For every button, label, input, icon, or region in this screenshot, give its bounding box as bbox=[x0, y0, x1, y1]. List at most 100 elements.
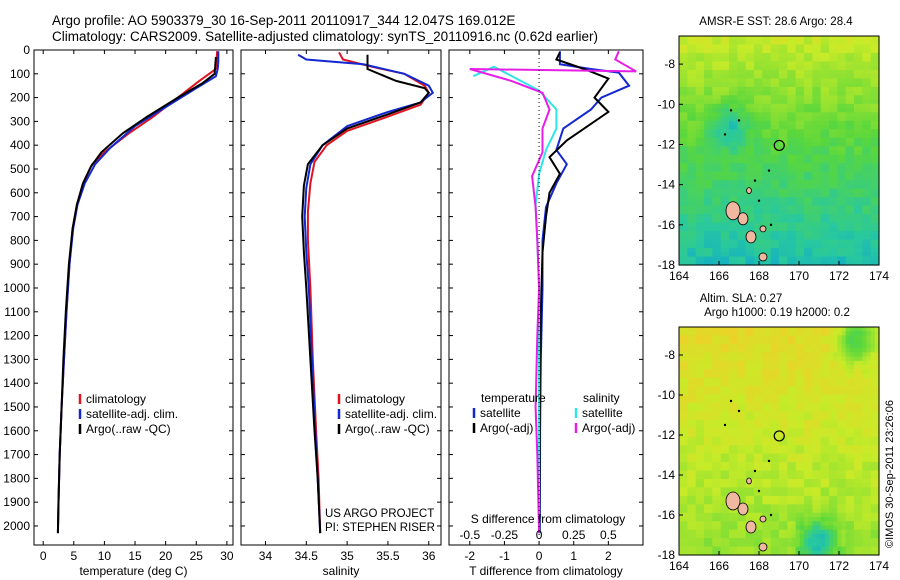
temperature-ytick-label: 1600 bbox=[3, 424, 30, 438]
sst_map-cells bbox=[679, 36, 880, 266]
temperature-xtick-label: 30 bbox=[220, 549, 234, 563]
temperature-ytick-label: 1700 bbox=[3, 448, 30, 462]
temperature-ytick-label: 800 bbox=[10, 233, 30, 247]
temperature-ytick-label: 100 bbox=[10, 67, 30, 81]
sst_map-frame bbox=[678, 35, 880, 266]
differences-s-tick-label: 0 bbox=[536, 528, 543, 542]
sla_map-islet-5 bbox=[769, 513, 773, 517]
sla_map-islet-0 bbox=[729, 399, 733, 403]
temperature-xtick-label: 0 bbox=[40, 549, 47, 563]
salinity-series-0 bbox=[306, 51, 430, 534]
sla_map-xtick-label: 174 bbox=[869, 559, 889, 573]
sla_map-ytick-label: -8 bbox=[664, 348, 675, 362]
sla_map-argo-marker bbox=[773, 430, 785, 442]
sla_map-frame bbox=[678, 326, 880, 556]
sla_map-islet-2 bbox=[723, 423, 727, 427]
temperature-xtick-label: 10 bbox=[98, 549, 112, 563]
sst_map-ytick-label: -18 bbox=[658, 258, 676, 272]
sla_map-island-3 bbox=[758, 542, 768, 552]
legend-s-title: salinity bbox=[583, 391, 620, 405]
temperature-xtick-label: 5 bbox=[70, 549, 77, 563]
sst_map-ytick-label: -14 bbox=[658, 178, 676, 192]
salinity-series-2 bbox=[301, 54, 431, 534]
sla_map-island-0 bbox=[725, 491, 741, 511]
credit-text: ©IMOS 30-Sep-2011 23:26:06 bbox=[884, 400, 896, 548]
difference-legend-s-label-0: satellite bbox=[582, 406, 623, 420]
temperature-xtick-label: 25 bbox=[190, 549, 204, 563]
figure-title: Argo profile: AO 5903379_30 16-Sep-2011 … bbox=[52, 13, 516, 28]
difference-legend-t-label-0: satellite bbox=[480, 406, 521, 420]
sst_map-islet-1 bbox=[737, 119, 741, 122]
sst_map-islet-5 bbox=[769, 223, 773, 227]
differences-series-2 bbox=[472, 65, 558, 534]
legend-t-title: temperature bbox=[481, 391, 546, 405]
temperature-ytick-label: 0 bbox=[23, 43, 30, 57]
difference-legend-s-label-1: Argo(-adj) bbox=[582, 421, 635, 435]
sst_map-xtick-label: 172 bbox=[829, 269, 849, 283]
salinity-legend-label-1: satellite-adj. clim. bbox=[345, 407, 437, 421]
differences-series-0 bbox=[538, 51, 631, 534]
sst_map-island-4 bbox=[746, 187, 752, 195]
differences-s-tick-label: 0.25 bbox=[562, 528, 586, 542]
sla_map-islet-1 bbox=[737, 409, 741, 413]
project-pi: PI: STEPHEN RISER bbox=[325, 522, 435, 534]
sst_map-islet-6 bbox=[767, 169, 771, 172]
salinity-xtick-label: 34 bbox=[259, 549, 273, 563]
temperature-xtick-label: 20 bbox=[159, 549, 173, 563]
sla_map-islet-4 bbox=[757, 489, 761, 493]
sla_map-island-2 bbox=[745, 520, 757, 534]
sla_map-islet-6 bbox=[767, 459, 771, 463]
temperature-ytick-label: 300 bbox=[10, 114, 30, 128]
sla_map-xtick-label: 168 bbox=[749, 559, 769, 573]
differences-xtick-label: 1 bbox=[570, 549, 577, 563]
temperature-panel: 0 5 10 15 20 25 30 temperature (deg C) 0 100 200 30… bbox=[3, 43, 234, 578]
sst_map-islet-2 bbox=[723, 133, 727, 136]
temperature-ytick-label: 400 bbox=[10, 138, 30, 152]
temperature-ytick-label: 500 bbox=[10, 162, 30, 176]
sla_map-xtick-label: 172 bbox=[829, 559, 849, 573]
sst-map-panel: 164 166 168 170 172 174 -8 -10 -12 -14 -16 -18 AMSR-… bbox=[658, 16, 890, 283]
salinity-panel: 34 34.5 35 35.5 36 salinity climatologysatelli… bbox=[240, 49, 442, 578]
temperature-xtick-label: 15 bbox=[128, 549, 142, 563]
temperature-ytick-label: 1900 bbox=[3, 495, 30, 509]
sla_map-island-1 bbox=[737, 502, 749, 516]
differences-frame bbox=[448, 49, 644, 546]
sst_map-xtick-label: 166 bbox=[709, 269, 729, 283]
salinity-xtick-label: 36 bbox=[422, 549, 436, 563]
sst_map-ytick-label: -10 bbox=[658, 97, 676, 111]
differences-s-tick-label: -0.5 bbox=[459, 528, 480, 542]
differences-xlabel-top: S difference from climatology bbox=[471, 512, 626, 526]
sla_map-ytick-label: -10 bbox=[658, 388, 676, 402]
differences-xtick-label: -1 bbox=[499, 549, 510, 563]
differences-xtick-label: 0 bbox=[536, 549, 543, 563]
salinity-xtick-label: 34.5 bbox=[295, 549, 319, 563]
temperature-ytick-label: 1500 bbox=[3, 400, 30, 414]
sla_map-ytick-label: -12 bbox=[658, 428, 676, 442]
sst_map-ytick-label: -16 bbox=[658, 218, 676, 232]
temperature-legend-label-1: satellite-adj. clim. bbox=[86, 407, 178, 421]
sst_map-ytick-label: -8 bbox=[664, 57, 675, 71]
sst_map-island-1 bbox=[737, 212, 749, 226]
salinity-xtick-label: 35 bbox=[340, 549, 354, 563]
sla_map-xtick-label: 164 bbox=[669, 559, 689, 573]
salinity-frame bbox=[240, 49, 442, 546]
temperature-ytick-label: 200 bbox=[10, 91, 30, 105]
sla_map-ytick-label: -16 bbox=[658, 508, 676, 522]
temperature-ytick-label: 1200 bbox=[3, 329, 30, 343]
sla_map-ytick-label: -18 bbox=[658, 548, 676, 562]
sst_map-islet-4 bbox=[757, 199, 761, 202]
temperature-ytick-label: 1400 bbox=[3, 376, 30, 390]
differences-xlabel: T difference from climatology bbox=[469, 564, 623, 578]
sst_map-ytick-label: -12 bbox=[658, 137, 676, 151]
sst_map-island-5 bbox=[759, 225, 767, 233]
sst-map-title: AMSR-E SST: 28.6 Argo: 28.4 bbox=[699, 16, 853, 28]
sst_map-xtick-label: 168 bbox=[749, 269, 769, 283]
difference-panel: -2 -1 0 1 2T difference from climatology -0.5… bbox=[448, 49, 644, 578]
sla_map-xtick-label: 166 bbox=[709, 559, 729, 573]
temperature-frame bbox=[33, 49, 234, 546]
sla_map-ytick-label: -14 bbox=[658, 468, 676, 482]
sst_map-xtick-label: 174 bbox=[869, 269, 889, 283]
differences-series-1 bbox=[538, 51, 610, 534]
sst_map-xtick-label: 170 bbox=[789, 269, 809, 283]
